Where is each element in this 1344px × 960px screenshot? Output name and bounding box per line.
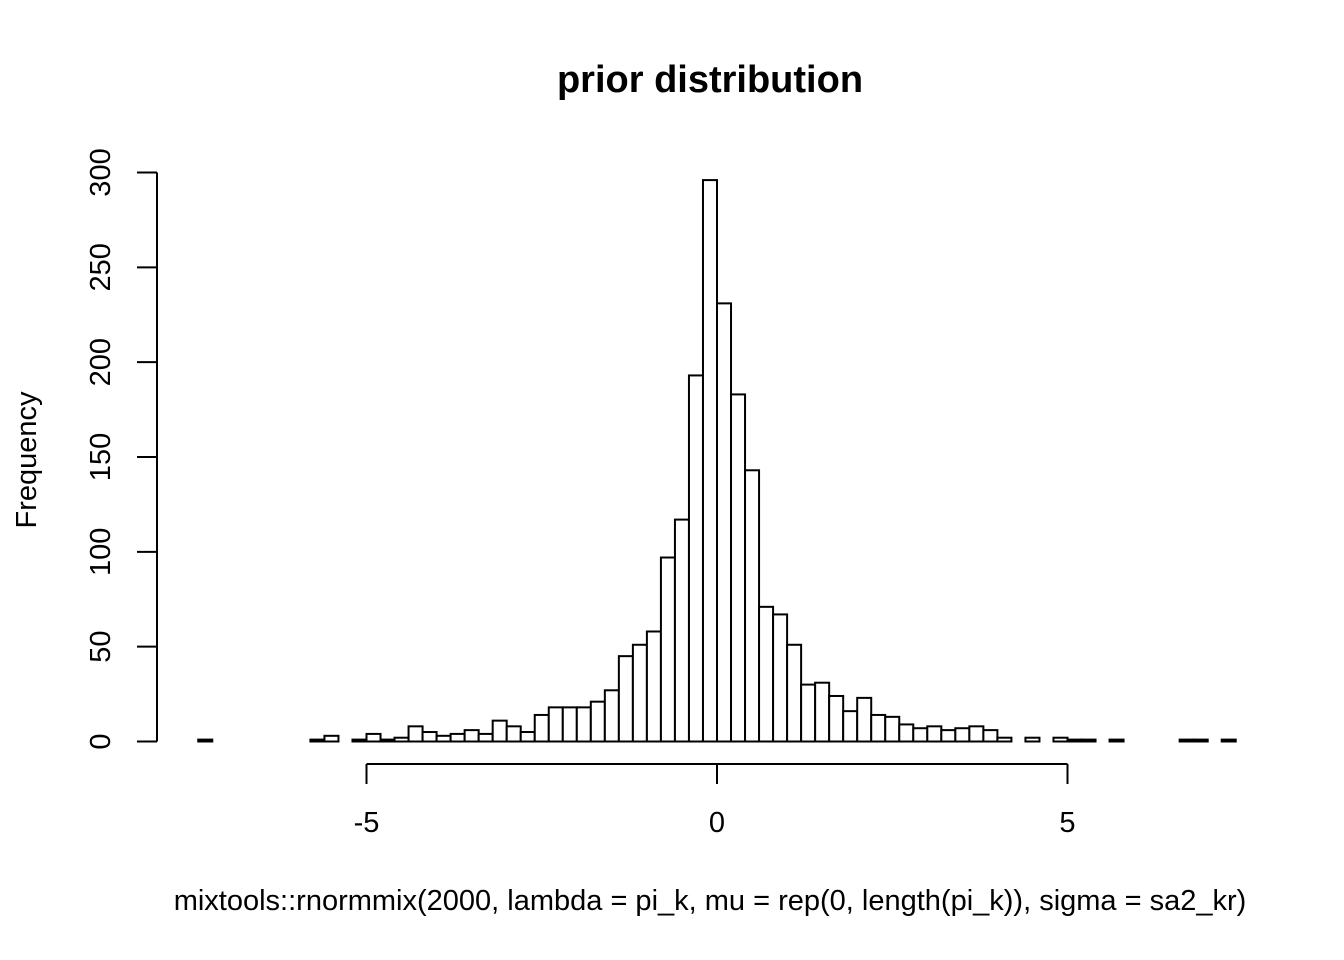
y-tick-label: 50 xyxy=(85,631,117,663)
histogram-bar xyxy=(435,734,452,743)
histogram-bar xyxy=(716,302,733,743)
histogram-bar xyxy=(800,683,817,743)
histogram-bar xyxy=(996,736,1013,743)
y-axis-label: Frequency xyxy=(11,391,43,529)
histogram-bar xyxy=(491,719,508,743)
histogram-bar xyxy=(1052,736,1069,743)
histogram-bar xyxy=(617,655,634,743)
y-tick-label: 100 xyxy=(85,528,117,576)
histogram-bar xyxy=(744,469,761,743)
histogram-bar xyxy=(912,727,929,743)
histogram-bar xyxy=(772,613,789,743)
histogram-bar xyxy=(1220,738,1237,743)
histogram-bar xyxy=(365,732,382,743)
histogram-bar xyxy=(730,393,747,743)
y-tick-label: 250 xyxy=(85,243,117,291)
histogram-bar xyxy=(519,731,536,743)
histogram-bar xyxy=(463,729,480,743)
histogram-bar xyxy=(1178,738,1195,743)
histogram-bar xyxy=(968,725,985,743)
histogram-bar xyxy=(673,518,690,743)
histogram-bar xyxy=(758,605,775,743)
y-axis: 0 50 100 150 200 250 300 xyxy=(85,148,158,750)
histogram-bar xyxy=(1024,736,1041,743)
histogram-bar xyxy=(561,706,578,743)
histogram-bar xyxy=(842,710,859,743)
x-tick-label: 5 xyxy=(1059,807,1075,839)
y-tick-label: 300 xyxy=(85,148,117,196)
histogram-bar xyxy=(575,706,592,743)
histogram-bar xyxy=(505,725,522,743)
histogram-bar xyxy=(379,738,396,743)
histogram-bar xyxy=(926,725,943,743)
histogram-bar xyxy=(323,734,340,743)
histogram-bar xyxy=(828,694,845,743)
histogram-bar xyxy=(954,727,971,743)
histogram-bar xyxy=(659,556,676,743)
histogram-bars xyxy=(197,179,1237,743)
x-tick-label: 0 xyxy=(709,807,725,839)
histogram-bar xyxy=(631,643,648,743)
histogram-bar xyxy=(786,643,803,743)
histogram-bar xyxy=(898,723,915,743)
histogram-bar xyxy=(351,738,368,743)
histogram-bar xyxy=(982,729,999,743)
y-tick-label: 0 xyxy=(85,733,117,749)
histogram-bar xyxy=(1108,738,1125,743)
histogram-bar xyxy=(856,696,873,743)
histogram-bar xyxy=(814,681,831,743)
histogram-bar xyxy=(884,715,901,743)
histogram-bar xyxy=(1066,738,1083,743)
x-tick-label: -5 xyxy=(354,807,380,839)
y-tick-label: 150 xyxy=(85,433,117,481)
histogram-bar xyxy=(393,736,410,743)
histogram-bar xyxy=(870,713,887,743)
histogram-bar xyxy=(687,374,704,743)
histogram-bar xyxy=(309,738,326,743)
histogram-bar xyxy=(449,732,466,743)
histogram-bar xyxy=(645,630,662,743)
histogram-bar xyxy=(701,179,718,743)
chart-title: prior distribution xyxy=(557,59,863,101)
histogram-bar xyxy=(197,738,214,743)
histogram-bar xyxy=(477,732,494,743)
histogram-bar xyxy=(547,706,564,743)
histogram-bar xyxy=(1192,738,1209,743)
histogram-bar xyxy=(421,731,438,743)
histogram-bar xyxy=(603,689,620,743)
y-tick-label: 200 xyxy=(85,338,117,386)
x-axis-label: mixtools::rnormmix(2000, lambda = pi_k, … xyxy=(174,885,1247,917)
x-axis: -5 0 5 xyxy=(354,763,1076,839)
histogram-bar xyxy=(407,725,424,743)
histogram-bar xyxy=(533,713,550,743)
histogram-bar xyxy=(589,700,606,743)
histogram-bar xyxy=(1080,738,1097,743)
histogram-bar xyxy=(940,729,957,743)
